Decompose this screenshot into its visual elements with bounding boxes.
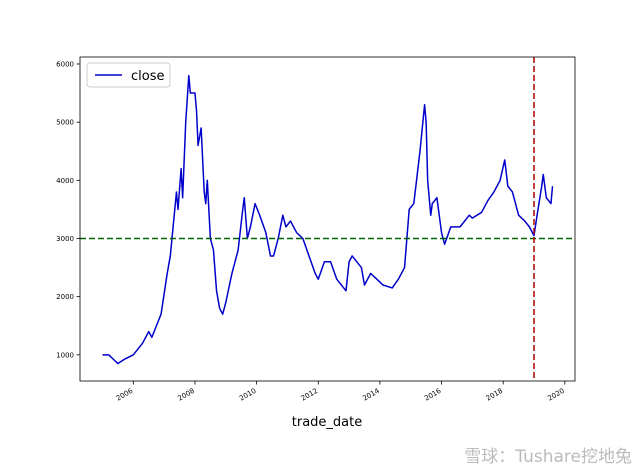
line-series [102,74,554,365]
y-tick-label: 6000 [56,60,74,68]
x-tick-label: 2012 [300,387,319,403]
x-tick-label: 2008 [177,387,196,403]
x-tick-label: 2020 [546,387,565,403]
y-tick-label: 5000 [56,119,74,127]
plot-frame [79,56,576,382]
y-tick-label: 3000 [56,235,74,243]
y-tick-label: 2000 [56,293,74,301]
x-tick-label: 2016 [423,387,443,403]
y-tick-label: 1000 [56,351,74,359]
x-tick-label: 2014 [361,387,381,403]
x-tick-label: 2006 [115,387,135,403]
x-tick-label: 2018 [485,387,504,403]
watermark: 雪球：Tushare挖地兔 [464,447,632,467]
x-axis-label: trade_date [292,415,362,430]
x-tick-label: 2010 [238,387,257,403]
y-tick-label: 4000 [56,177,74,185]
legend-box [86,62,171,88]
legend-label: close [131,69,164,84]
